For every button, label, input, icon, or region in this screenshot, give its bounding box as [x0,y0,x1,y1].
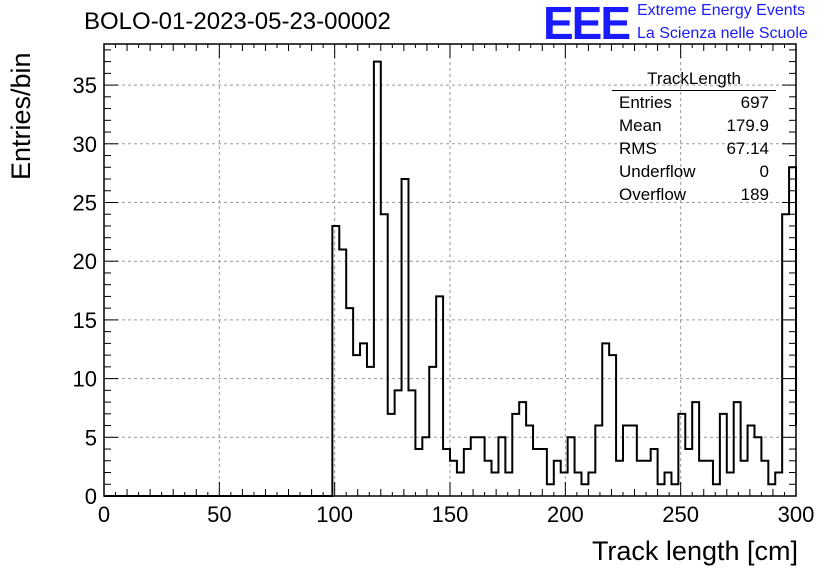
x-tick-label: 200 [547,502,584,527]
stat-label-overflow: Overflow [619,185,687,204]
y-tick-label: 20 [73,249,97,274]
stat-label-underflow: Underflow [619,162,696,181]
y-tick-label: 5 [85,425,97,450]
stat-value-underflow: 0 [759,162,769,181]
y-tick-label: 30 [73,132,97,157]
stat-value-rms: 67.14 [726,139,769,158]
x-tick-label: 0 [98,502,110,527]
axis-ticks [103,44,797,497]
tick-labels: 0 50 100 150 200 250 300 0 5 10 15 20 25 30 35 [73,73,815,527]
x-tick-label: 300 [778,502,815,527]
stat-label-entries: Entries [619,93,672,112]
x-tick-label: 100 [316,502,353,527]
logo-caption-line2: La Scienza nelle Scuole [637,25,808,42]
histogram-series [104,60,797,497]
stat-label-mean: Mean [619,116,662,135]
y-tick-label: 15 [73,308,97,333]
eee-logo: EEE [543,0,631,49]
stat-value-mean: 179.9 [726,116,769,135]
x-tick-label: 150 [432,502,469,527]
chart-title: BOLO-01-2023-05-23-00002 [84,8,391,35]
y-tick-label: 35 [73,73,97,98]
x-tick-label: 250 [662,502,699,527]
stats-box-rule [612,90,776,91]
y-tick-label: 25 [73,190,97,215]
y-tick-label: 0 [85,484,97,509]
x-axis-title: Track length [cm] [592,536,798,566]
x-tick-label: 50 [207,502,231,527]
logo-caption-line1: Extreme Energy Events [637,2,806,19]
grid-lines [104,44,796,496]
y-axis-title: Entries/bin [6,52,36,180]
stat-label-rms: RMS [619,139,657,158]
stats-box-title: TrackLength [647,69,741,88]
stat-value-overflow: 189 [740,185,769,204]
y-tick-label: 10 [73,367,97,392]
stat-value-entries: 697 [740,93,769,112]
